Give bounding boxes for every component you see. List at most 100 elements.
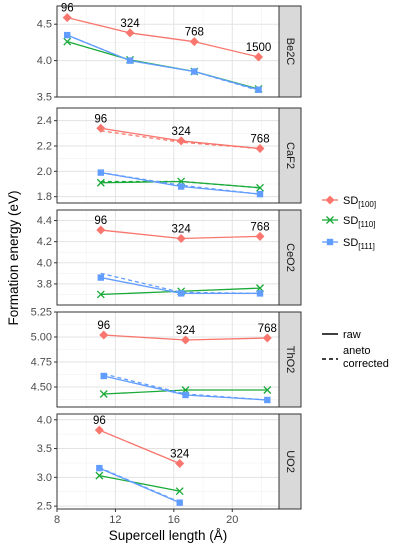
data-point-sd100 [255, 231, 265, 241]
facet-strip-label: UO2 [284, 450, 296, 473]
series-line-sd100-aneto [100, 130, 261, 150]
data-point-sd111 [96, 464, 103, 472]
legend-item-sd111: SD[111] [322, 237, 375, 251]
data-point-sd110 [256, 183, 264, 192]
legend-label: SD[110] [343, 215, 375, 229]
supercell-size-label: 324 [176, 325, 196, 337]
supercell-size-label: 96 [94, 215, 107, 227]
data-point-sd110 [263, 386, 272, 394]
legend-label: SD[100] [343, 195, 376, 209]
y-tick-label: 4.50 [31, 382, 52, 394]
y-tick-label: 2.5 [37, 501, 52, 513]
y-tick-label: 4.2 [37, 236, 52, 248]
data-point-sd111 [177, 290, 185, 297]
data-point-sd100 [96, 123, 106, 133]
data-point-sd111 [255, 86, 262, 93]
supercell-size-label: 324 [120, 18, 140, 30]
legend-label: SD[111] [343, 237, 375, 251]
data-point-sd100 [176, 234, 186, 243]
data-point-sd111 [64, 31, 71, 39]
data-point-sd110 [63, 37, 72, 46]
panel-background [57, 312, 279, 407]
data-point-sd100 [175, 459, 185, 469]
y-tick-label: 3.8 [37, 278, 52, 290]
data-point-sd111 [264, 396, 271, 404]
supercell-size-label: 324 [172, 224, 192, 236]
facet-panel-ceo2: 3.8 4.0 4.2 4.4 96 324 768 CeO2 [37, 209, 302, 306]
data-point-sd111 [176, 499, 183, 506]
supercell-size-label: 324 [172, 126, 192, 138]
data-point-sd100 [125, 28, 135, 38]
legend-item-sd110: SD[110] [322, 215, 375, 229]
data-point-sd100 [176, 136, 186, 146]
supercell-size-label: 768 [185, 27, 204, 39]
facet-strip [278, 107, 302, 204]
series-line-sd111-aneto [66, 34, 259, 92]
panel-background [57, 414, 279, 509]
data-point-sd111 [256, 290, 264, 297]
y-tick-label: 4.0 [37, 55, 52, 67]
facet-strip-label: Be2C [284, 38, 296, 66]
legend-label-base: SD [343, 237, 358, 249]
x-axis-title: Supercell length (Å) [109, 528, 228, 543]
data-point-sd100 [94, 425, 104, 435]
legend-linetype-label: aneto [343, 345, 371, 357]
series-line-sd100-raw [67, 17, 259, 58]
legend-label-subscript: [110] [358, 220, 375, 229]
y-tick-label: 3.5 [37, 92, 52, 104]
legend-label-base: SD [343, 195, 358, 207]
facet-strip [278, 5, 302, 98]
supercell-size-label: 96 [61, 3, 74, 15]
facet-panel-tho2: 4.50 4.75 5.00 5.25 96 324 768 ThO2 [31, 307, 302, 408]
legend-label-subscript: [111] [358, 242, 375, 251]
data-point-sd110 [95, 471, 104, 480]
legend-label-subscript: [100] [358, 200, 376, 209]
legend-linetype-label: corrected [343, 358, 389, 370]
data-point-sd100 [99, 330, 109, 340]
data-point-sd100 [181, 335, 191, 345]
series-line-sd111-aneto [99, 466, 180, 503]
facet-panel-caf2: 1.8 2.0 2.2 2.4 96 324 768 CaF2 [37, 107, 302, 204]
y-tick-label: 3.0 [37, 472, 52, 484]
legend-key-marker [325, 195, 335, 205]
y-tick-label: 1.8 [37, 191, 52, 203]
series-line-sd110-raw [99, 474, 180, 492]
data-point-sd100 [262, 333, 272, 343]
y-tick-label: 4.75 [31, 357, 52, 369]
supercell-size-label: 768 [250, 134, 269, 146]
data-point-sd110 [175, 487, 184, 496]
data-point-sd100 [96, 225, 106, 235]
legend-linetype-raw: raw [322, 329, 361, 341]
y-tick-label: 4.0 [37, 257, 52, 269]
y-tick-label: 2.0 [37, 166, 52, 178]
x-tick-label: 8 [54, 514, 60, 526]
data-point-sd111 [97, 274, 105, 281]
data-point-sd100 [255, 144, 265, 154]
y-tick-label: 4.5 [37, 19, 52, 31]
data-point-sd111 [100, 372, 107, 380]
legend-key-marker [326, 238, 334, 246]
y-axis-title: Formation energy (eV) [6, 190, 21, 325]
y-tick-label: 5.00 [31, 332, 52, 344]
data-point-sd111 [182, 391, 189, 399]
y-tick-label: 4.4 [37, 215, 52, 227]
x-tick-label: 16 [168, 514, 180, 526]
supercell-size-label: 1500 [246, 42, 272, 54]
data-point-sd111 [256, 190, 264, 198]
supercell-size-label: 768 [250, 221, 269, 233]
data-point-sd110 [99, 390, 108, 398]
facet-strip-label: ThO2 [284, 346, 296, 374]
legend-label-base: SD [343, 215, 358, 227]
y-tick-label: 3.5 [37, 443, 52, 455]
y-tick-label: 2.4 [37, 115, 52, 127]
supercell-size-label: 96 [97, 320, 110, 332]
data-point-sd100 [254, 52, 264, 62]
data-point-sd111 [191, 68, 198, 75]
data-point-sd110 [96, 290, 105, 299]
x-tick-label: 12 [109, 514, 121, 526]
y-tick-label: 4.0 [37, 414, 52, 426]
supercell-size-label: 768 [258, 323, 277, 335]
data-point-sd100 [62, 13, 72, 23]
